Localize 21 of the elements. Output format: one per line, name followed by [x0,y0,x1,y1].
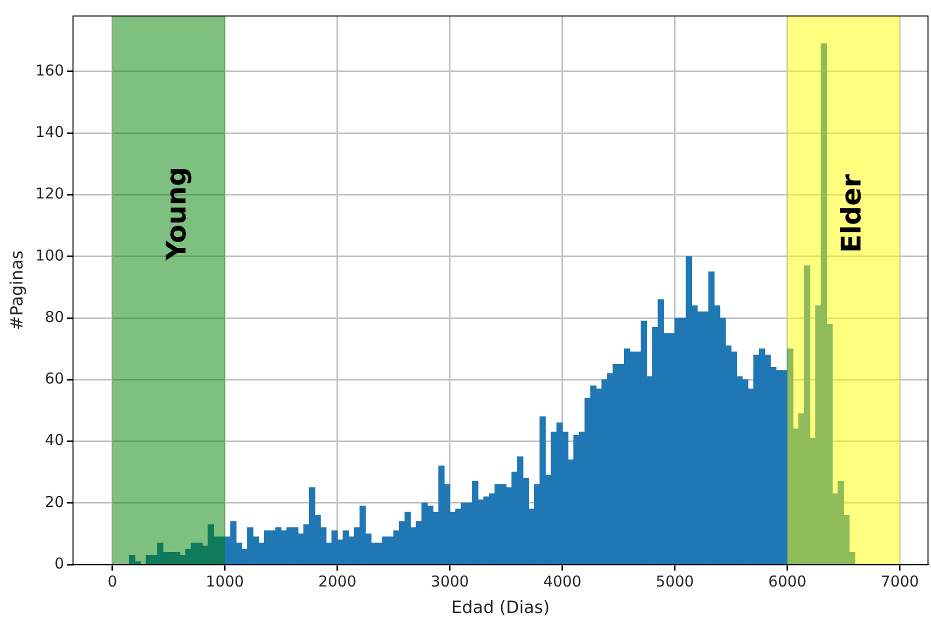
x-axis-title: Edad (Dias) [451,598,550,618]
y-axis-title: #Paginas [8,250,28,330]
x-tick-label: 0 [108,572,118,590]
x-tick-label: 7000 [880,572,919,590]
y-tick-label: 20 [44,492,64,511]
x-tick-label: 5000 [656,572,694,590]
y-tick-label: 80 [44,308,64,326]
x-tick-label: 1000 [206,572,244,590]
band-label: Young [162,166,193,262]
x-tick-label: 6000 [768,572,806,590]
y-tick-label: 100 [35,246,64,264]
y-tick-label: 0 [54,554,64,572]
y-tick-label: 120 [35,184,64,203]
x-tick-label: 3000 [430,572,469,590]
x-tick-label: 2000 [318,572,356,590]
band-label: Elder [836,173,868,253]
x-tick-label: 4000 [543,572,582,590]
y-tick-label: 160 [35,61,64,80]
y-tick-label: 140 [35,123,64,142]
y-tick-label: 40 [44,431,64,450]
y-tick-label: 60 [44,370,64,388]
